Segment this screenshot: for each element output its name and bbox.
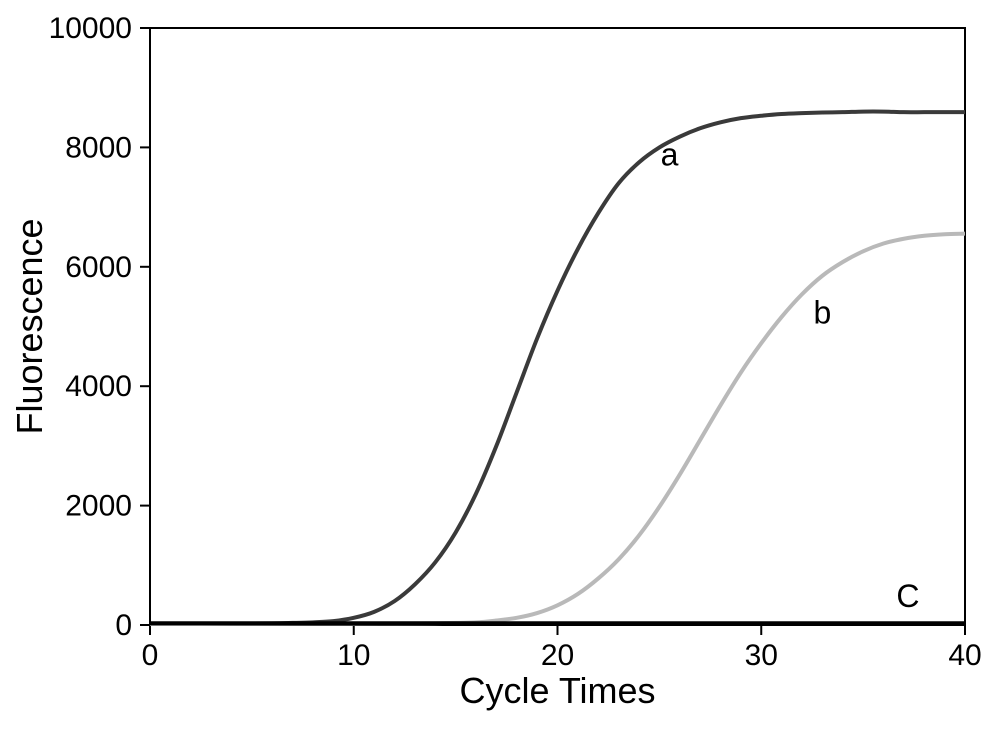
chart-svg: 0 10 20 30 40 0 2000 4000 6000 8000 10000 Cycle Tim…: [0, 0, 1000, 732]
y-tick-label: 0: [115, 609, 132, 642]
y-tick-label: 2000: [65, 490, 132, 523]
x-tick-label: 40: [948, 639, 981, 672]
x-tick-label: 30: [745, 639, 778, 672]
series-label-c: C: [896, 578, 919, 614]
x-axis-label: Cycle Times: [459, 670, 655, 711]
series-a: [150, 112, 965, 624]
x-tick-label: 0: [142, 639, 159, 672]
y-tick-label: 4000: [65, 370, 132, 403]
series-label-a: a: [661, 136, 679, 172]
x-tick-label: 20: [541, 639, 574, 672]
y-tick-label: 8000: [65, 131, 132, 164]
y-tick-label: 10000: [49, 12, 132, 45]
series-label-b: b: [813, 295, 831, 331]
y-tick-label: 6000: [65, 251, 132, 284]
plot-border: [150, 28, 965, 625]
y-axis-label: Fluorescence: [9, 218, 50, 434]
x-tick-label: 10: [337, 639, 370, 672]
fluorescence-chart: 0 10 20 30 40 0 2000 4000 6000 8000 10000 Cycle Tim…: [0, 0, 1000, 732]
